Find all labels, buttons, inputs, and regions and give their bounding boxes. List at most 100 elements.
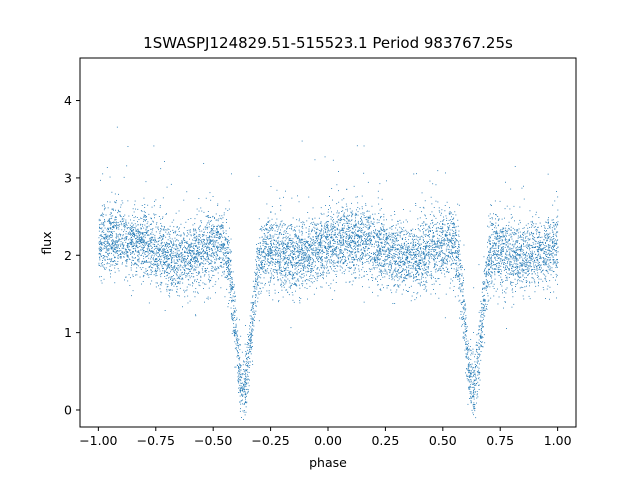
data-point <box>107 258 108 260</box>
data-point <box>504 229 506 231</box>
data-point <box>240 377 242 379</box>
data-point <box>272 246 274 248</box>
data-point <box>369 242 371 244</box>
data-point <box>137 259 138 261</box>
data-point <box>237 340 239 341</box>
data-point <box>255 279 257 281</box>
data-point <box>419 230 421 232</box>
data-point <box>545 253 547 255</box>
data-point <box>347 225 349 227</box>
data-point <box>299 297 300 299</box>
data-point <box>273 277 275 279</box>
data-point <box>157 282 158 284</box>
data-point <box>150 244 152 246</box>
data-point <box>245 400 246 402</box>
data-point <box>331 299 333 300</box>
data-point <box>491 271 493 273</box>
data-point <box>129 242 131 244</box>
data-point <box>454 296 456 298</box>
data-point <box>150 269 152 271</box>
data-point <box>459 253 461 255</box>
data-point <box>124 225 126 227</box>
data-point <box>545 262 547 264</box>
data-point <box>327 253 329 254</box>
data-point <box>146 223 148 225</box>
data-point <box>226 269 227 270</box>
data-point <box>459 259 461 261</box>
data-point <box>345 240 347 241</box>
data-point <box>387 236 388 238</box>
data-point <box>285 232 287 234</box>
data-point <box>461 317 463 319</box>
data-point <box>511 244 513 246</box>
data-point <box>419 282 421 284</box>
data-point <box>193 250 195 251</box>
data-point <box>443 239 445 241</box>
data-point <box>138 240 140 242</box>
data-point <box>515 269 517 271</box>
data-point <box>342 237 344 239</box>
data-point <box>258 293 260 295</box>
data-point <box>308 271 310 272</box>
data-point <box>536 237 538 239</box>
data-point <box>112 243 113 245</box>
data-point <box>456 257 458 259</box>
data-point <box>183 256 185 258</box>
data-point <box>465 308 467 310</box>
data-point <box>178 253 180 255</box>
data-point <box>373 226 375 227</box>
data-point <box>388 275 390 277</box>
data-point <box>123 226 125 227</box>
data-point <box>234 311 235 312</box>
data-point <box>405 278 407 279</box>
data-point <box>170 253 172 255</box>
data-point <box>373 230 374 232</box>
data-point <box>146 219 147 220</box>
data-point <box>201 242 203 243</box>
data-point <box>256 244 257 245</box>
data-point <box>436 227 438 229</box>
data-point <box>286 228 288 230</box>
data-point <box>368 222 370 224</box>
data-point <box>275 244 277 246</box>
data-point <box>542 242 544 244</box>
data-point <box>187 247 189 249</box>
data-point <box>527 265 529 267</box>
data-point <box>156 223 157 225</box>
data-point <box>217 226 218 227</box>
data-point <box>521 253 523 255</box>
data-point <box>150 263 152 265</box>
data-point <box>294 242 296 244</box>
data-point <box>330 254 332 256</box>
data-point <box>187 219 189 220</box>
data-point <box>485 303 486 305</box>
data-point <box>417 250 419 252</box>
data-point <box>490 252 492 253</box>
data-point <box>108 253 110 254</box>
data-point <box>394 263 396 264</box>
data-point <box>178 276 180 278</box>
data-point <box>193 291 195 293</box>
data-point <box>278 244 280 246</box>
data-point <box>428 245 429 247</box>
data-point <box>310 272 312 273</box>
data-point <box>527 230 529 232</box>
data-point <box>227 278 229 280</box>
data-point <box>460 283 462 285</box>
data-point <box>550 262 552 264</box>
data-point <box>212 274 214 276</box>
data-point <box>207 226 208 228</box>
data-point <box>131 259 133 261</box>
data-point <box>270 279 271 281</box>
data-point <box>112 242 114 244</box>
data-point <box>296 251 297 253</box>
data-point <box>477 360 479 362</box>
data-point <box>231 173 232 175</box>
data-point <box>187 251 188 253</box>
data-point <box>380 238 382 240</box>
data-point <box>447 234 448 236</box>
data-point <box>454 232 456 234</box>
data-point <box>349 242 351 243</box>
data-point <box>541 250 542 252</box>
data-point <box>403 209 404 210</box>
